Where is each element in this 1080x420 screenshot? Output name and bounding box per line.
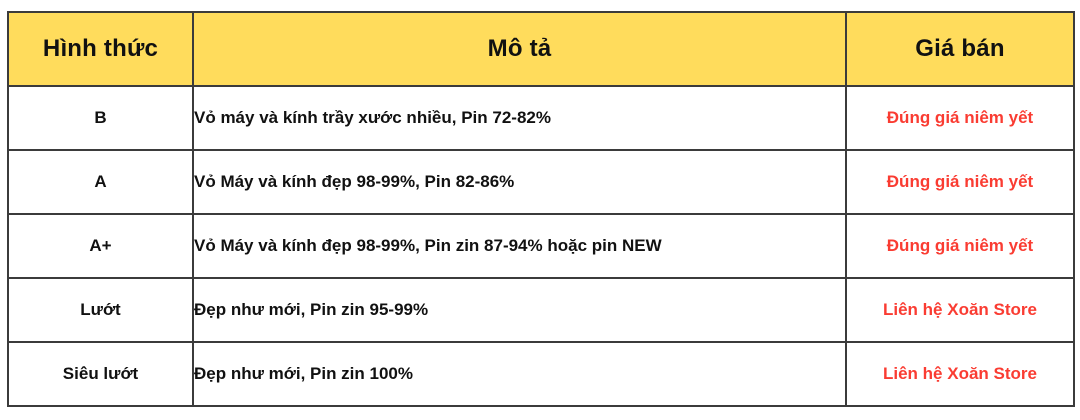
cell-grade-type: Lướt <box>7 277 194 343</box>
table-row: Siêu lướt Đẹp như mới, Pin zin 100% Liên… <box>7 341 1075 407</box>
cell-price: Đúng giá niêm yết <box>845 213 1075 279</box>
table-row: A+ Vỏ Máy và kính đẹp 98-99%, Pin zin 87… <box>7 213 1075 279</box>
cell-price: Đúng giá niêm yết <box>845 85 1075 151</box>
header-row: Hình thức Mô tả Giá bán <box>7 11 1075 87</box>
cell-description: Đẹp như mới, Pin zin 100% <box>192 341 847 407</box>
column-header-type: Hình thức <box>7 11 194 87</box>
table-row: A Vỏ Máy và kính đẹp 98-99%, Pin 82-86% … <box>7 149 1075 215</box>
cell-grade-type: A <box>7 149 194 215</box>
column-header-price: Giá bán <box>845 11 1075 87</box>
column-header-description: Mô tả <box>192 11 847 87</box>
device-grade-price-table: Hình thức Mô tả Giá bán B Vỏ máy và kính… <box>7 11 1075 407</box>
table-row: Lướt Đẹp như mới, Pin zin 95-99% Liên hệ… <box>7 277 1075 343</box>
cell-grade-type: Siêu lướt <box>7 341 194 407</box>
cell-grade-type: A+ <box>7 213 194 279</box>
table-row: B Vỏ máy và kính trầy xước nhiều, Pin 72… <box>7 85 1075 151</box>
cell-description: Vỏ Máy và kính đẹp 98-99%, Pin zin 87-94… <box>192 213 847 279</box>
cell-grade-type: B <box>7 85 194 151</box>
cell-price: Liên hệ Xoăn Store <box>845 277 1075 343</box>
cell-description: Vỏ Máy và kính đẹp 98-99%, Pin 82-86% <box>192 149 847 215</box>
table-header: Hình thức Mô tả Giá bán <box>7 11 1075 87</box>
cell-price: Liên hệ Xoăn Store <box>845 341 1075 407</box>
cell-description: Đẹp như mới, Pin zin 95-99% <box>192 277 847 343</box>
cell-description: Vỏ máy và kính trầy xước nhiều, Pin 72-8… <box>192 85 847 151</box>
table-body: B Vỏ máy và kính trầy xước nhiều, Pin 72… <box>7 85 1075 407</box>
cell-price: Đúng giá niêm yết <box>845 149 1075 215</box>
